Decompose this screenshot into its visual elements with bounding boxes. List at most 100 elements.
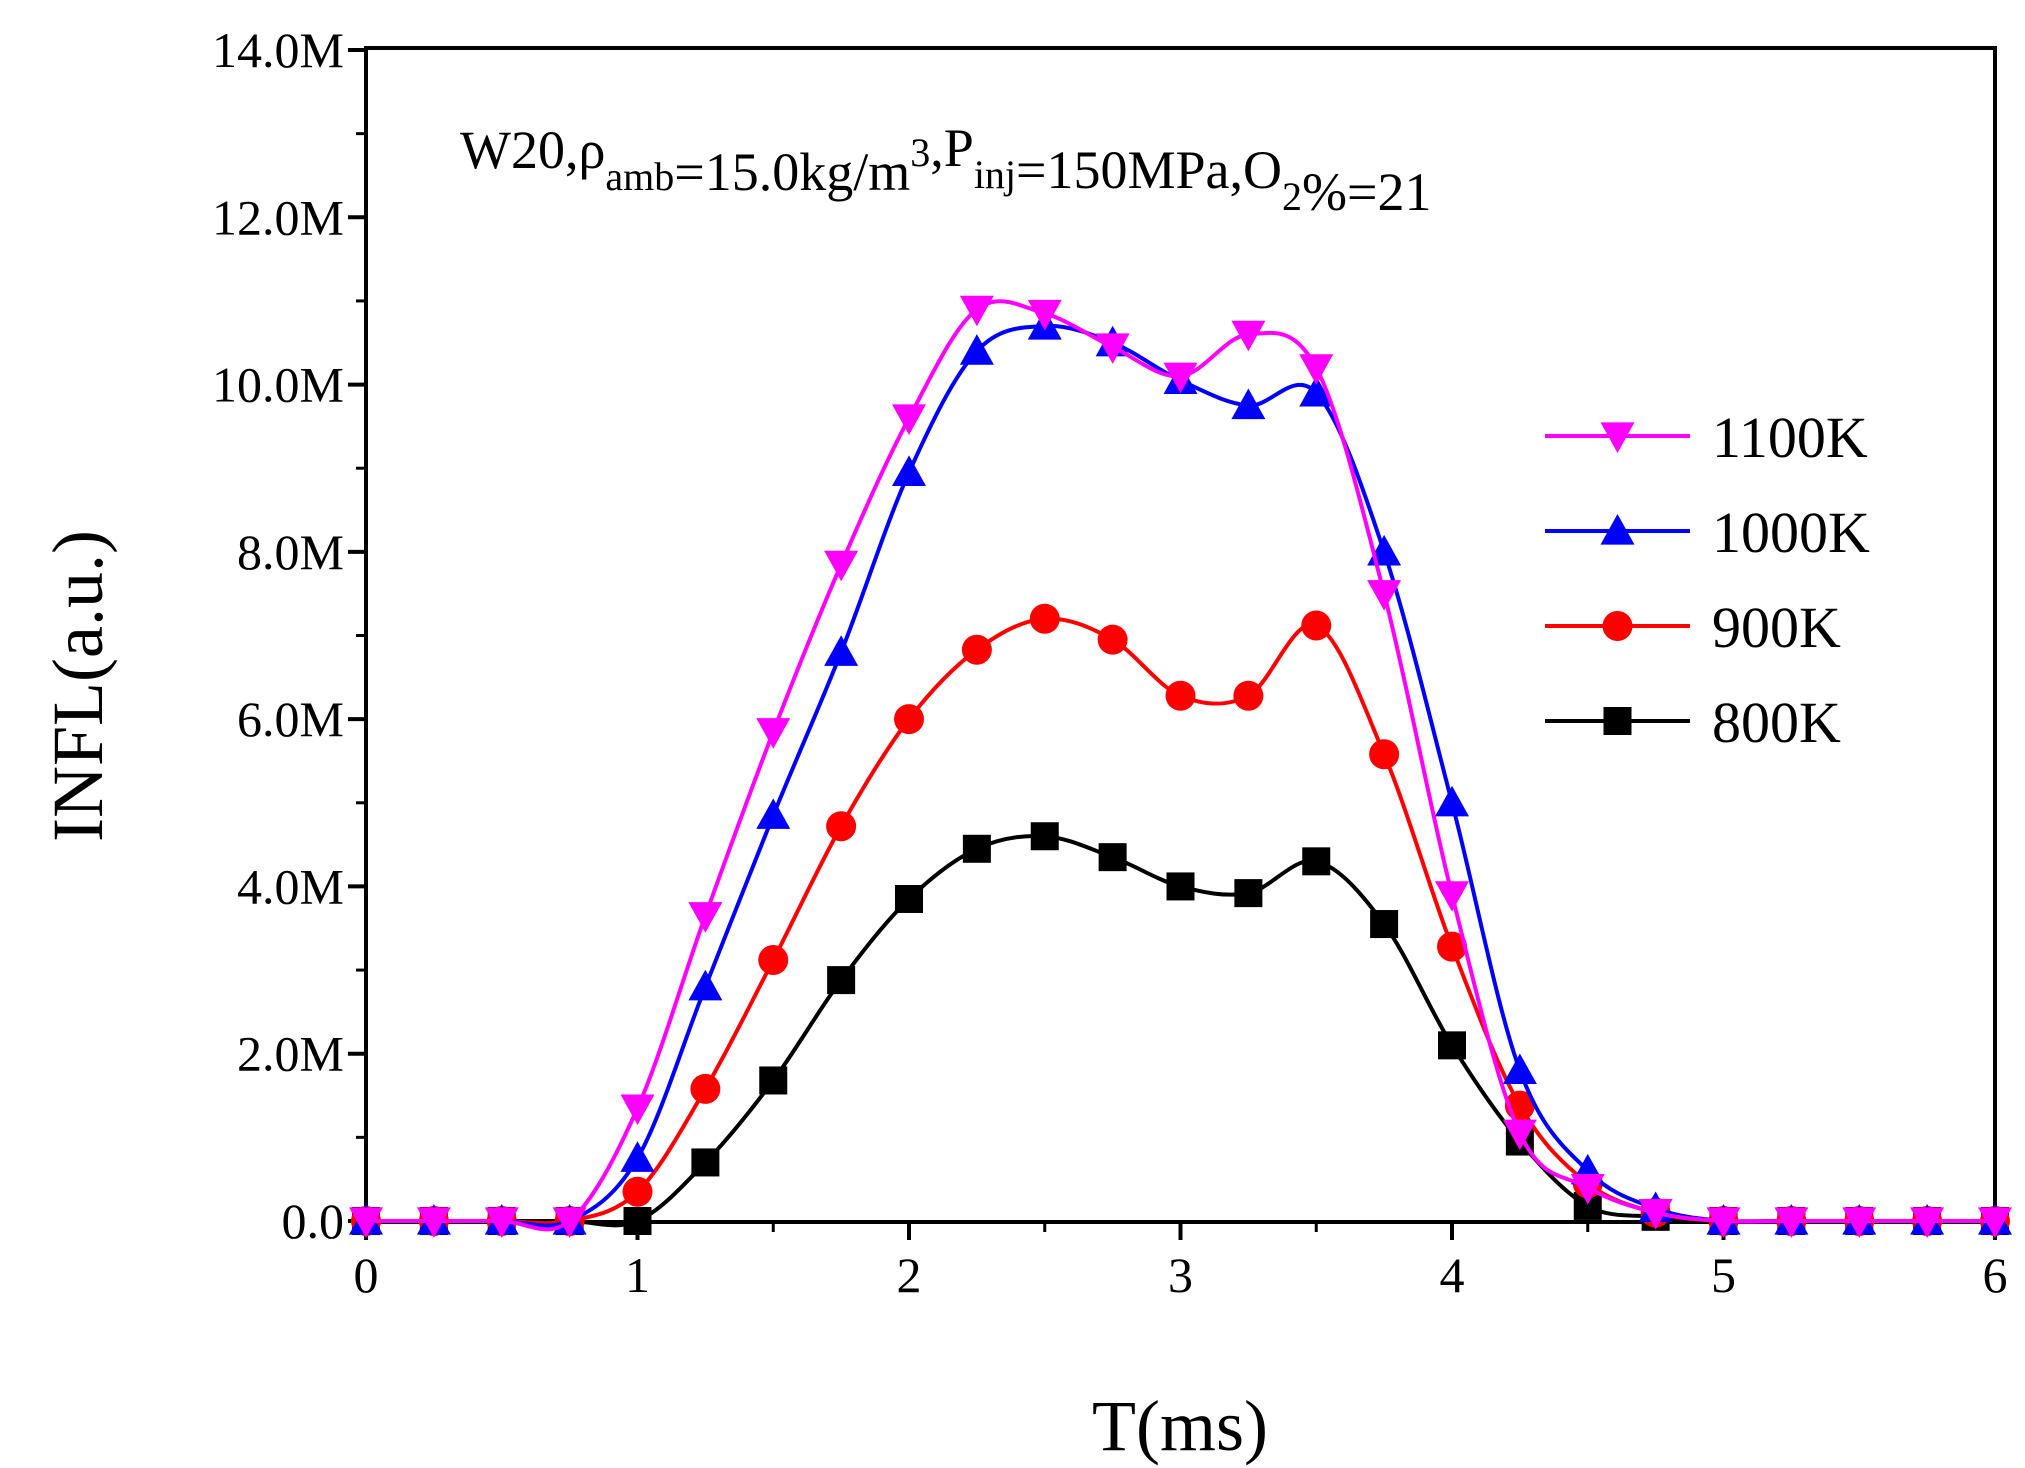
data-point xyxy=(1842,1207,1877,1238)
data-point xyxy=(1231,320,1266,352)
data-point xyxy=(1097,624,1128,655)
data-point xyxy=(1029,603,1060,634)
data-point xyxy=(1301,610,1332,641)
data-point xyxy=(1233,680,1264,711)
data-point xyxy=(959,334,994,365)
legend-label: 1000K xyxy=(1712,500,1870,565)
x-tick-label: 6 xyxy=(1983,1247,2008,1303)
data-point xyxy=(623,1207,652,1235)
annotation-part: %=21 xyxy=(1302,162,1431,222)
data-point xyxy=(826,811,857,842)
data-point xyxy=(1638,1199,1673,1230)
data-point xyxy=(756,798,791,829)
y-tick-label: 6.0M xyxy=(237,691,344,747)
x-tick-label: 1 xyxy=(625,1247,650,1303)
data-point xyxy=(1502,1119,1537,1151)
data-point xyxy=(827,966,856,995)
data-point xyxy=(1165,680,1196,711)
y-tick-label: 10.0M xyxy=(212,357,344,413)
data-point xyxy=(1299,375,1334,407)
legend-marker xyxy=(1602,611,1633,641)
annotation-part: =150MPa,O xyxy=(1016,140,1282,200)
legend-label: 900K xyxy=(1712,595,1841,660)
x-tick-label: 5 xyxy=(1711,1247,1736,1303)
data-point xyxy=(894,704,924,735)
legend-marker xyxy=(1600,422,1635,453)
legend-marker xyxy=(1600,514,1635,545)
data-point xyxy=(962,834,991,863)
series-1100K xyxy=(349,295,2012,1238)
data-point xyxy=(1706,1207,1741,1238)
annotation-part: inj xyxy=(974,152,1016,197)
data-point xyxy=(1774,1207,1809,1238)
x-tick-label: 0 xyxy=(354,1247,379,1303)
y-axis-title: INFL(a.u.) xyxy=(38,530,118,842)
data-point xyxy=(620,1094,655,1126)
x-tick-label: 2 xyxy=(897,1247,922,1303)
annotation-part: 3 xyxy=(910,130,930,175)
x-axis-ticks: 0 1 2 3 4 5 6 xyxy=(354,1222,2008,1303)
data-point xyxy=(552,1207,587,1238)
data-point xyxy=(892,404,926,436)
data-point xyxy=(1234,879,1263,908)
data-point xyxy=(622,1176,653,1207)
legend-item-1000K: 1000K xyxy=(1545,500,1870,565)
data-point xyxy=(620,1141,655,1172)
chart-annotation: W20,ρamb=15.0kg/m3,Pinj=150MPa,O2%=21 xyxy=(460,118,1431,222)
data-point xyxy=(484,1207,519,1238)
data-point xyxy=(1163,362,1198,394)
y-tick-label: 2.0M xyxy=(237,1026,344,1082)
y-tick-label: 12.0M xyxy=(212,189,344,245)
data-point xyxy=(349,1207,383,1238)
data-point xyxy=(691,1148,720,1177)
data-point xyxy=(1098,843,1127,872)
x-tick-label: 3 xyxy=(1168,1247,1193,1303)
data-point xyxy=(959,295,994,327)
series-800K xyxy=(352,822,2009,1235)
annotation-part: 2 xyxy=(1282,174,1302,219)
annotation-part: ,P xyxy=(930,118,974,178)
data-point xyxy=(1027,299,1062,331)
y-axis-ticks: 0.0 2.0M 4.0M 6.0M 8.0M 10.0M 12.0M 14.0M xyxy=(212,22,366,1249)
data-point xyxy=(824,635,859,666)
data-point xyxy=(1367,580,1402,611)
data-point xyxy=(1435,785,1469,817)
data-point xyxy=(688,969,723,1001)
series-layer xyxy=(349,295,2012,1238)
y-tick-label: 14.0M xyxy=(212,22,344,78)
data-point xyxy=(1502,1053,1537,1085)
legend-item-900K: 900K xyxy=(1545,595,1841,660)
data-point xyxy=(1435,881,1469,912)
legend: 1100K 1000K 900K 800K xyxy=(1545,405,1870,755)
data-point xyxy=(756,718,791,749)
data-point xyxy=(824,550,859,582)
data-point xyxy=(1299,354,1334,385)
data-point xyxy=(690,1073,721,1104)
data-point xyxy=(1166,872,1195,901)
data-point xyxy=(1231,388,1266,420)
x-tick-label: 4 xyxy=(1440,1247,1465,1303)
data-point xyxy=(1438,1031,1466,1060)
legend-item-800K: 800K xyxy=(1545,690,1841,755)
data-point xyxy=(758,945,789,976)
annotation-part: =15.0kg/m xyxy=(674,142,910,202)
data-point xyxy=(1095,333,1130,364)
data-point xyxy=(1910,1207,1945,1238)
annotation-part: amb xyxy=(605,154,674,199)
y-tick-label: 8.0M xyxy=(237,524,344,580)
legend-label: 1100K xyxy=(1712,405,1868,470)
data-point xyxy=(892,455,926,486)
x-axis-title: T(ms) xyxy=(1092,1386,1268,1466)
data-point xyxy=(688,902,723,933)
data-point xyxy=(1030,822,1059,851)
data-point xyxy=(759,1066,788,1095)
data-point xyxy=(1437,931,1467,962)
y-tick-label: 4.0M xyxy=(237,858,344,914)
data-point xyxy=(416,1207,451,1238)
y-tick-label: 0.0 xyxy=(282,1193,345,1249)
data-point xyxy=(1570,1173,1605,1205)
data-point xyxy=(1370,910,1399,939)
data-point xyxy=(895,884,923,913)
legend-marker xyxy=(1603,707,1632,735)
